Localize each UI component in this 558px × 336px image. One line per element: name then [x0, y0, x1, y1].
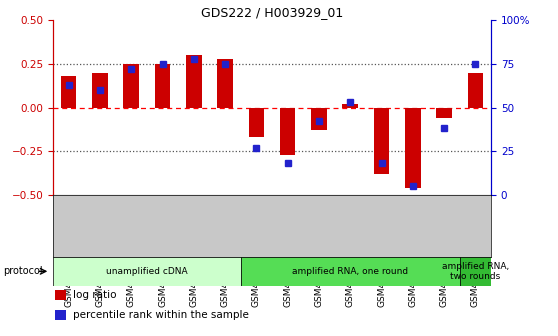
FancyBboxPatch shape [53, 257, 240, 286]
Text: log ratio: log ratio [73, 290, 116, 300]
Bar [55, 290, 66, 300]
Bar [311, 108, 327, 130]
Text: amplified RNA,
two rounds: amplified RNA, two rounds [442, 262, 509, 281]
Bar [374, 108, 389, 174]
Bar [186, 55, 201, 108]
Bar [405, 108, 421, 188]
Bar [248, 108, 264, 137]
Text: percentile rank within the sample: percentile rank within the sample [73, 310, 249, 320]
Text: amplified RNA, one round: amplified RNA, one round [292, 267, 408, 276]
Bar [123, 64, 139, 108]
Bar [217, 58, 233, 108]
Bar [280, 108, 296, 155]
Text: unamplified cDNA: unamplified cDNA [106, 267, 187, 276]
Bar [343, 104, 358, 108]
Bar [61, 76, 76, 108]
Bar [155, 64, 170, 108]
Bar [468, 73, 483, 108]
Title: GDS222 / H003929_01: GDS222 / H003929_01 [201, 6, 343, 19]
Bar [92, 73, 108, 108]
FancyBboxPatch shape [460, 257, 491, 286]
Bar [55, 310, 66, 320]
FancyBboxPatch shape [240, 257, 460, 286]
Text: protocol: protocol [3, 266, 42, 276]
Bar [436, 108, 452, 118]
